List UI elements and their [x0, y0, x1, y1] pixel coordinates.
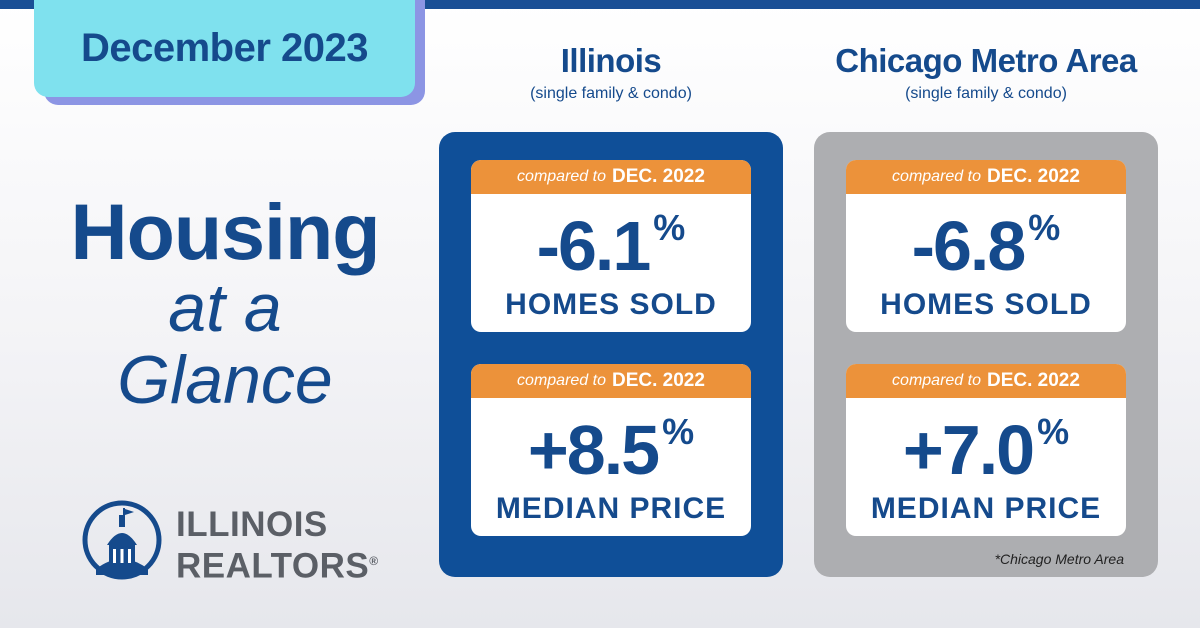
chicago-median-price-card: compared to DEC. 2022 +7.0% MEDIAN PRICE [846, 364, 1126, 536]
logo-line-2: REALTORS® [176, 543, 379, 585]
logo-line-1: ILLINOIS [176, 505, 328, 544]
stat-unit: % [653, 207, 686, 248]
comparison-band: compared to DEC. 2022 [846, 364, 1126, 398]
stat-number: +8.5 [527, 411, 660, 489]
stat-value: -6.8% [846, 207, 1126, 285]
comparison-band: compared to DEC. 2022 [471, 364, 751, 398]
headline-line-3: Glance [117, 342, 333, 418]
stat-number: +7.0 [902, 411, 1035, 489]
stat-unit: % [1037, 411, 1070, 452]
stat-value: -6.1% [471, 207, 751, 285]
compared-date: DEC. 2022 [986, 370, 1080, 391]
date-label: December 2023 [80, 26, 369, 70]
compared-text: compared to [517, 168, 606, 185]
stat-unit: % [1028, 207, 1061, 248]
compared-date: DEC. 2022 [611, 370, 705, 391]
compared-text: compared to [517, 372, 606, 389]
capitol-dome-icon [82, 500, 162, 580]
compared-text: compared to [892, 168, 981, 185]
stat-number: -6.8 [911, 207, 1027, 285]
stat-label: MEDIAN PRICE [495, 492, 727, 525]
illinois-realtors-logo: ILLINOIS REALTORS® [82, 499, 378, 584]
top-bar [0, 0, 1200, 9]
chicago-panel: compared to DEC. 2022 -6.8% HOMES SOLD c… [814, 132, 1158, 577]
chicago-title-block: Chicago Metro Area (single family & cond… [794, 42, 1178, 104]
headline: Housing at a Glance [40, 187, 410, 418]
illinois-panel: compared to DEC. 2022 -6.1% HOMES SOLD c… [439, 132, 783, 577]
headline-line-2: at a [168, 270, 282, 346]
stat-number: -6.1 [536, 207, 652, 285]
compared-date: DEC. 2022 [986, 166, 1080, 187]
stat-label: HOMES SOLD [880, 288, 1092, 321]
compared-text: compared to [892, 372, 981, 389]
illinois-homes-sold-card: compared to DEC. 2022 -6.1% HOMES SOLD [471, 160, 751, 332]
logo-wordmark: ILLINOIS REALTORS® [176, 507, 379, 585]
compared-date: DEC. 2022 [611, 166, 705, 187]
date-tab: December 2023 [34, 0, 415, 97]
chicago-homes-sold-card: compared to DEC. 2022 -6.8% HOMES SOLD [846, 160, 1126, 332]
headline-line-1: Housing [70, 187, 381, 276]
comparison-band: compared to DEC. 2022 [471, 160, 751, 194]
illinois-subtitle: (single family & condo) [530, 85, 692, 102]
stat-value: +8.5% [471, 411, 751, 489]
illinois-title: Illinois [560, 42, 662, 79]
stat-label: HOMES SOLD [505, 288, 717, 321]
illinois-median-price-card: compared to DEC. 2022 +8.5% MEDIAN PRICE [471, 364, 751, 536]
illinois-title-block: Illinois (single family & condo) [439, 42, 783, 104]
chicago-title: Chicago Metro Area [835, 42, 1137, 79]
comparison-band: compared to DEC. 2022 [846, 160, 1126, 194]
stat-unit: % [662, 411, 695, 452]
chicago-subtitle: (single family & condo) [905, 85, 1067, 102]
stat-value: +7.0% [846, 411, 1126, 489]
logo-line-2-text: REALTORS [176, 546, 370, 586]
chicago-footnote: *Chicago Metro Area [994, 551, 1124, 567]
registered-mark: ® [369, 554, 379, 568]
stat-label: MEDIAN PRICE [870, 492, 1102, 525]
